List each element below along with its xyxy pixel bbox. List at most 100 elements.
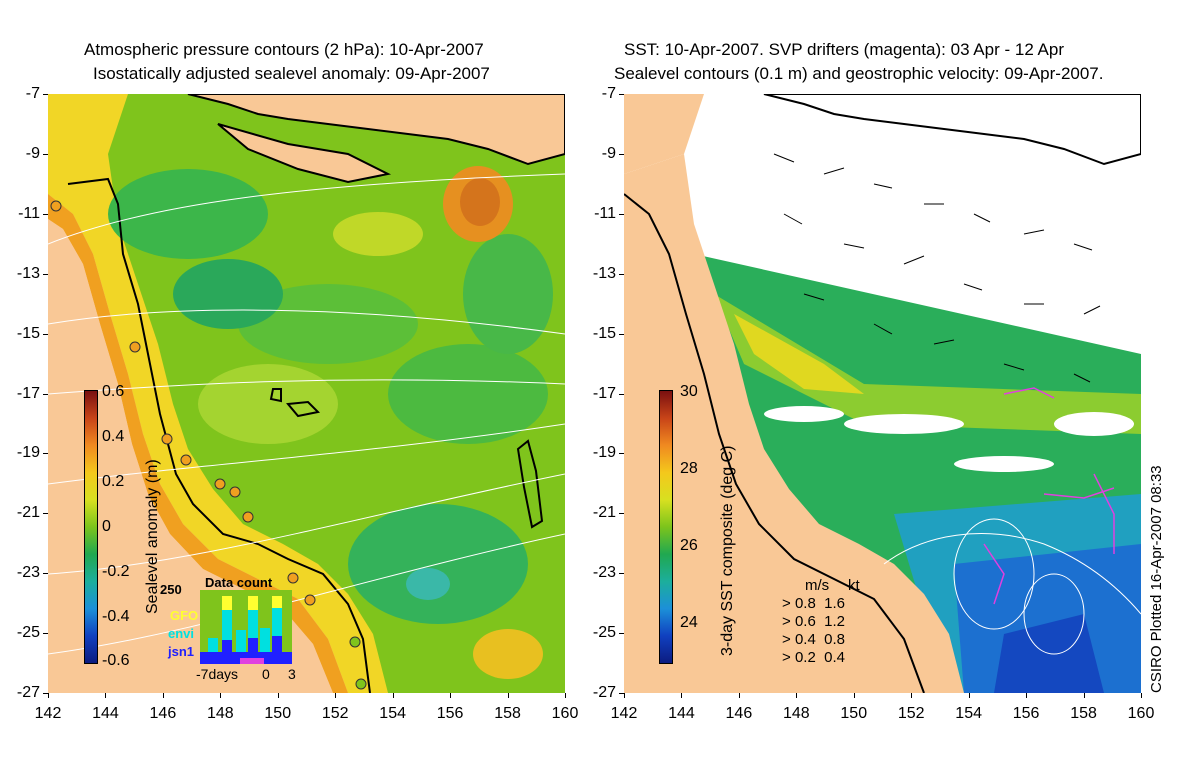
data-count-axis-zero: 0 <box>262 666 270 682</box>
y-axis-tick <box>43 153 48 155</box>
x-axis-tick <box>277 693 279 698</box>
y-axis-tick <box>43 513 48 515</box>
y-axis-label: -27 <box>16 684 40 701</box>
y-axis-label: -21 <box>16 504 40 522</box>
sealevel-tick-6: -0.6 <box>102 652 130 669</box>
y-axis-tick <box>43 333 48 335</box>
y-axis-label: -21 <box>592 504 616 522</box>
x-axis-tick <box>853 693 855 698</box>
y-axis-tick <box>619 513 624 515</box>
y-axis-label: -13 <box>16 264 40 282</box>
x-axis-tick <box>48 693 49 698</box>
x-axis-label: 146 <box>149 705 177 722</box>
x-axis-label: 142 <box>610 705 638 722</box>
credit-text: CSIRO Plotted 16-Apr-2007 08:33 <box>1148 465 1165 693</box>
x-axis-label: 160 <box>551 705 579 722</box>
y-axis-label: -23 <box>16 564 40 582</box>
sealevel-tick-0: 0.6 <box>102 383 125 400</box>
velocity-legend-row-1: > 0.6 1.2 <box>782 613 845 630</box>
x-axis-tick <box>335 693 337 698</box>
sst-tick-0: 30 <box>680 383 698 400</box>
sst-colorbar <box>659 390 673 664</box>
x-axis-label: 154 <box>379 705 406 722</box>
sst-map-svg <box>624 94 1141 693</box>
right-title-line1: SST: 10-Apr-2007. SVP drifters (magenta)… <box>624 40 1065 59</box>
x-axis-label: 156 <box>1012 705 1040 722</box>
x-axis-tick <box>1141 693 1142 698</box>
y-axis-tick <box>43 633 48 635</box>
y-axis-label: -11 <box>594 204 616 222</box>
sealevel-tick-2: 0.2 <box>102 473 125 490</box>
y-axis-label: -15 <box>16 324 40 342</box>
sst-tick-1: 28 <box>680 460 698 477</box>
x-axis-label: 158 <box>494 705 521 722</box>
data-count-series-gfo: GFO <box>170 608 199 623</box>
y-axis-tick <box>43 393 48 395</box>
y-axis-tick <box>619 94 624 95</box>
x-axis-tick <box>507 693 509 698</box>
sealevel-colorbar <box>84 390 98 664</box>
y-axis-label: -25 <box>592 624 616 642</box>
velocity-legend-header-kt: kt <box>848 577 860 594</box>
y-axis-label: -7 <box>25 85 40 102</box>
y-axis-tick <box>43 453 48 455</box>
x-axis-label: 160 <box>1127 705 1155 722</box>
y-axis-tick <box>43 573 48 575</box>
x-axis-label: 154 <box>955 705 982 722</box>
y-axis-tick <box>619 693 624 694</box>
x-axis-label: 158 <box>1070 705 1097 722</box>
y-axis-tick <box>619 273 624 275</box>
left-title-line2: Isostatically adjusted sealevel anomaly:… <box>93 64 490 83</box>
y-axis-label: -15 <box>592 324 616 342</box>
x-axis-tick <box>105 693 107 698</box>
y-axis-label: -17 <box>592 384 616 402</box>
y-axis-tick <box>43 693 48 694</box>
data-count-bars <box>200 590 292 664</box>
x-axis-label: 148 <box>782 705 810 722</box>
y-axis-label: -11 <box>18 204 40 222</box>
sst-tick-3: 24 <box>680 614 698 631</box>
x-axis-tick <box>911 693 913 698</box>
sealevel-tick-4: -0.2 <box>102 563 130 580</box>
velocity-legend-row-2: > 0.4 0.8 <box>782 631 845 648</box>
x-axis-label: 146 <box>725 705 753 722</box>
y-axis-label: -25 <box>16 624 40 642</box>
data-count-inset <box>200 590 292 664</box>
right-title-line2: Sealevel contours (0.1 m) and geostrophi… <box>614 64 1104 83</box>
y-axis-label: -9 <box>601 144 616 162</box>
y-axis-tick <box>43 213 48 215</box>
y-axis-label: -9 <box>25 144 40 162</box>
x-axis-tick <box>1083 693 1085 698</box>
velocity-legend-row-0: > 0.8 1.6 <box>782 595 845 612</box>
data-count-title: Data count <box>205 575 273 590</box>
y-axis-label: -17 <box>16 384 40 402</box>
sst-map <box>624 94 1141 693</box>
x-axis-tick <box>565 693 566 698</box>
x-axis-tick <box>450 693 452 698</box>
y-axis-tick <box>619 333 624 335</box>
y-axis-tick <box>619 633 624 635</box>
velocity-arrows <box>773 153 1101 383</box>
y-axis-tick <box>619 453 624 455</box>
y-axis-label: -19 <box>16 444 40 462</box>
y-axis-tick <box>619 393 624 395</box>
left-title-line1: Atmospheric pressure contours (2 hPa): 1… <box>84 40 484 59</box>
data-count-axis-end: 3 <box>288 666 296 682</box>
x-axis-tick <box>796 693 798 698</box>
y-axis-label: -7 <box>601 85 616 102</box>
x-axis-label: 152 <box>897 705 925 722</box>
sealevel-tick-3: 0 <box>102 518 111 535</box>
x-axis-label: 142 <box>34 705 62 722</box>
sst-tick-2: 26 <box>680 537 698 554</box>
sst-colorbar-title: 3-day SST composite (deg C) <box>719 445 736 656</box>
sealevel-tick-5: -0.4 <box>102 608 130 625</box>
y-axis-tick <box>619 573 624 575</box>
x-axis-tick <box>968 693 970 698</box>
data-count-axis-start: -7days <box>196 666 239 682</box>
x-axis-tick <box>392 693 394 698</box>
y-axis-tick <box>619 213 624 215</box>
sealevel-tick-1: 0.4 <box>102 428 125 445</box>
data-count-series-jsn1: jsn1 <box>168 644 195 659</box>
x-axis-tick <box>738 693 740 698</box>
x-axis-label: 150 <box>840 705 868 722</box>
